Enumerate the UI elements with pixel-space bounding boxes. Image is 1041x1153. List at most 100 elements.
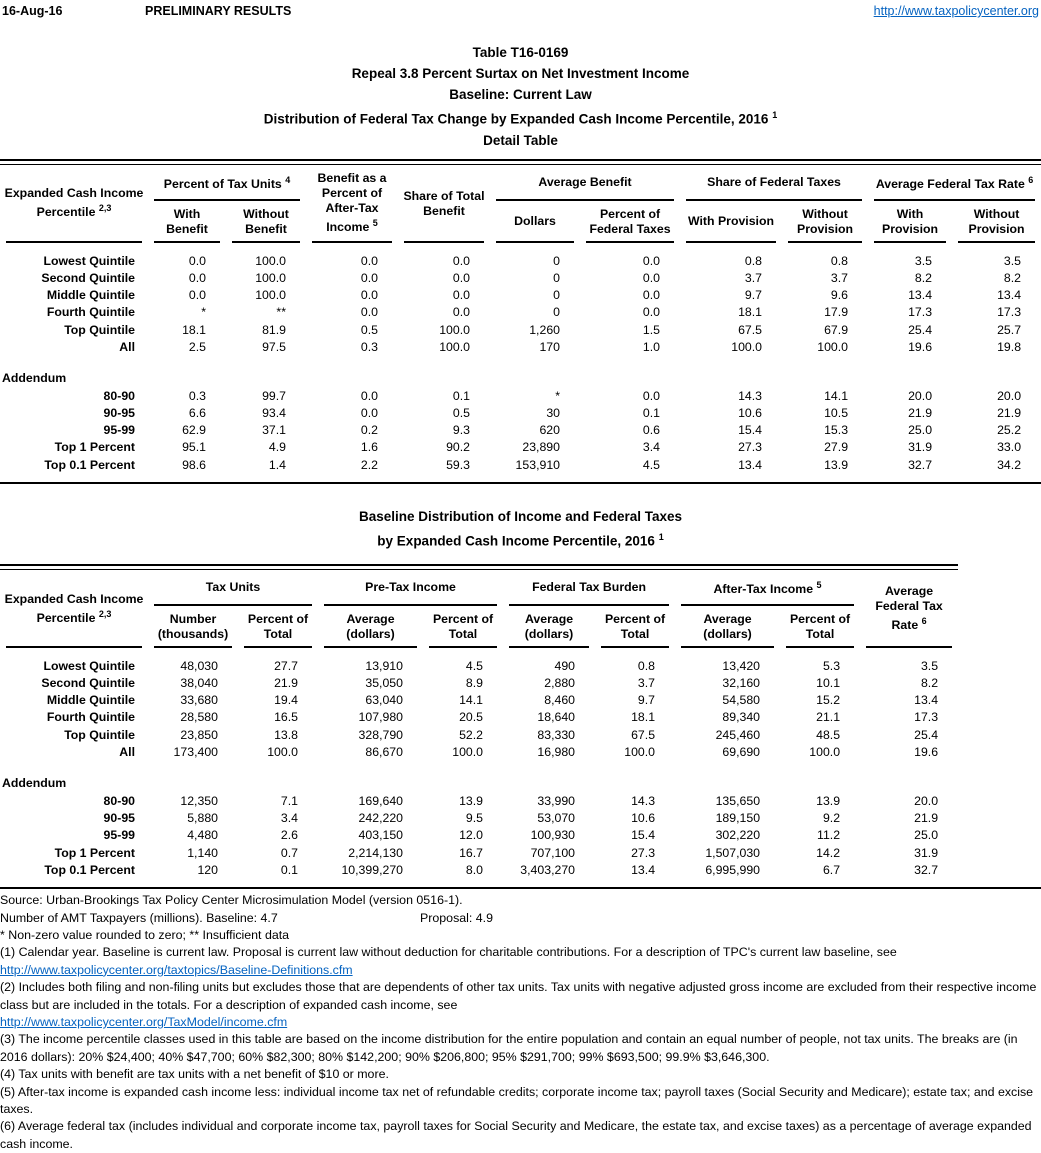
cell: 10.6: [631, 810, 656, 825]
proposal-title: Repeal 3.8 Percent Surtax on Net Investm…: [351, 66, 690, 81]
cell: 0.0: [642, 253, 661, 268]
cell: 245,460: [715, 727, 761, 742]
cell: 2.6: [280, 828, 298, 843]
footnote-link[interactable]: http://www.taxpolicycenter.org/TaxModel/…: [0, 1014, 288, 1029]
cell: 0.8: [744, 253, 763, 268]
cell: 9.6: [830, 288, 849, 303]
cell: 1.5: [642, 322, 661, 337]
cell: 20.0: [997, 388, 1022, 403]
cell: 3.5: [1003, 253, 1022, 268]
detail-table: Expanded Cash Income Percentile 2,3 Perc…: [0, 165, 1041, 483]
addendum-label: Addendum: [2, 371, 67, 386]
cell: 18.1: [182, 322, 206, 337]
footnote: * Non-zero value rounded to zero; ** Ins…: [0, 927, 290, 942]
cell: 8.2: [914, 270, 933, 285]
cell: 13.4: [908, 288, 933, 303]
row-label: Lowest Quintile: [43, 658, 135, 673]
row-label: Top Quintile: [64, 322, 135, 337]
spacer-row: [0, 356, 1041, 370]
cell: 0.0: [452, 253, 470, 268]
cell: 7.1: [280, 793, 298, 808]
group-header-percent-of-tax-units: Percent of Tax Units 4: [148, 165, 306, 201]
cell: 33.0: [997, 440, 1022, 455]
cell: 33,990: [537, 793, 576, 808]
cell: 13.4: [997, 288, 1022, 303]
footnote: http://www.taxpolicycenter.org/taxtopics…: [0, 962, 1041, 979]
column-header-benefit-percent-after-tax: Benefit as a Percent of After-Tax Income…: [306, 165, 398, 243]
footnote-link[interactable]: http://www.taxpolicycenter.org/taxtopics…: [0, 962, 353, 977]
cell: 14.2: [816, 845, 841, 860]
cell: 4,480: [187, 828, 218, 843]
cell: 17.3: [997, 305, 1022, 320]
cell: 8.2: [920, 675, 939, 690]
column-header-with-benefit: With Benefit: [148, 201, 226, 243]
cell: 0.0: [642, 288, 661, 303]
cell: 8.0: [465, 862, 484, 877]
cell: 23,850: [180, 727, 218, 742]
cell: 1.0: [642, 339, 661, 354]
cell: 8.2: [1003, 270, 1022, 285]
cell: 0.0: [188, 270, 206, 285]
cell: 10.1: [816, 675, 841, 690]
spacer-row: [0, 761, 958, 775]
cell: 0: [553, 253, 560, 268]
column-header-dollars: Dollars: [490, 201, 580, 243]
cell: 16.5: [274, 710, 298, 725]
cell: 25.4: [908, 322, 933, 337]
group-header-pre-tax-income: Pre-Tax Income: [318, 570, 503, 606]
row-label: 95-99: [103, 828, 135, 843]
row-label: All: [119, 745, 135, 760]
cell: 81.9: [262, 322, 286, 337]
cell: 0.0: [452, 305, 470, 320]
row-label: Lowest Quintile: [43, 253, 135, 268]
table-row: All 173,400 100.0 86,670 100.0 16,980 100.0 69,…: [0, 744, 958, 761]
cell: 14.1: [459, 693, 484, 708]
cell: 4.5: [465, 658, 484, 673]
cell: 4.5: [642, 457, 661, 472]
cell: 9.3: [452, 423, 470, 438]
group-header-average-federal-tax-rate: Average Federal Tax Rate 6: [868, 165, 1041, 201]
cell: 2.2: [360, 457, 378, 472]
cell: 83,330: [537, 727, 576, 742]
cell: 1,507,030: [705, 845, 761, 860]
table-row: Fourth Quintile 28,580 16.5 107,980 20.5 18,6…: [0, 709, 958, 726]
cell: 169,640: [358, 793, 403, 808]
table-row: Middle Quintile 33,680 19.4 63,040 14.1 8,460…: [0, 692, 958, 709]
footnote: (3) The income percentile classes used i…: [0, 1032, 1018, 1064]
cell: 6.6: [188, 405, 206, 420]
cell: 13.9: [459, 793, 484, 808]
row-label: Top 0.1 Percent: [44, 862, 135, 877]
cell: 35,050: [365, 675, 403, 690]
cell: 3.7: [830, 270, 849, 285]
cell: 3.4: [642, 440, 661, 455]
row-label: Second Quintile: [41, 270, 135, 285]
cell: **: [276, 305, 286, 320]
row-label: 80-90: [103, 388, 135, 403]
site-link[interactable]: http://www.taxpolicycenter.org: [873, 4, 1039, 18]
row-label: Fourth Quintile: [46, 305, 135, 320]
cell: 27.7: [274, 658, 298, 673]
column-header-percent-of-total-units: Percent of Total: [238, 606, 318, 648]
cell: 3.5: [920, 658, 939, 673]
row-label: 80-90: [103, 793, 135, 808]
cell: 0: [553, 305, 560, 320]
top-bar: 16-Aug-16 PRELIMINARY RESULTS http://www…: [0, 0, 1041, 24]
cell: 13.4: [914, 693, 939, 708]
cell: 0: [553, 288, 560, 303]
cell: 37.1: [262, 423, 286, 438]
column-header-average-burden: Average (dollars): [503, 606, 595, 648]
cell: 16.7: [459, 845, 484, 860]
cell: 19.8: [997, 339, 1022, 354]
table-row: Middle Quintile 0.0 100.0 0.0 0.0 0 0.0 9.7 9.6 1…: [0, 287, 1041, 304]
group-header-tax-units: Tax Units: [148, 570, 318, 606]
cell: 0.1: [642, 405, 661, 420]
table-row: Top 1 Percent 1,140 0.7 2,214,130 16.7 707,10…: [0, 845, 958, 862]
cell: 33,680: [180, 693, 218, 708]
cell: 21.9: [908, 405, 933, 420]
cell: 4.9: [268, 440, 286, 455]
cell: 0.3: [188, 388, 206, 403]
cell: 19.6: [914, 745, 939, 760]
footnote: (2) Includes both filing and non-filing …: [0, 980, 1037, 1012]
table-row: Second Quintile 0.0 100.0 0.0 0.0 0 0.0 3.7 3.7 8…: [0, 270, 1041, 287]
cell: 13,420: [722, 658, 761, 673]
